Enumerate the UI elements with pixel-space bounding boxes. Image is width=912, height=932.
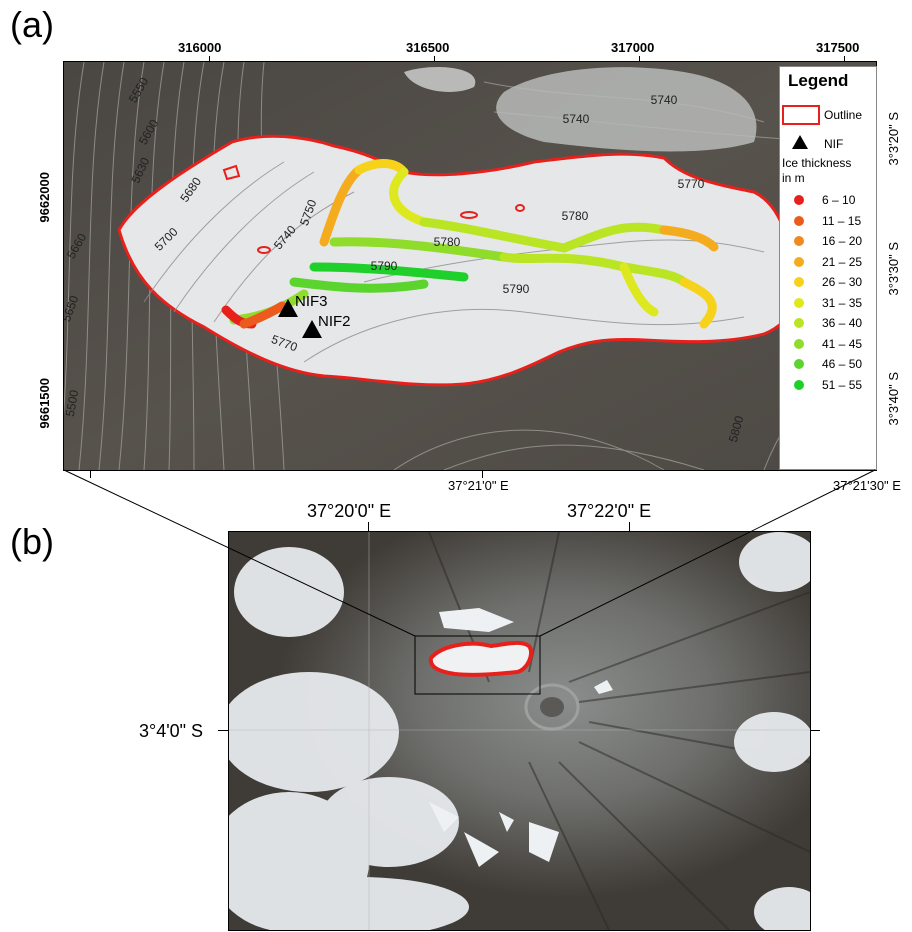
thickness-dot-icon xyxy=(794,297,804,308)
nif-markers: NIF3 NIF2 xyxy=(278,293,351,338)
thickness-dot-icon xyxy=(794,277,804,288)
tick-mark xyxy=(434,56,435,62)
tick-mark xyxy=(810,730,820,731)
longitude-tick: 37°21'30" E xyxy=(833,478,901,493)
thickness-dot-icon xyxy=(794,215,804,226)
latitude-tick: 3°4'0" S xyxy=(139,721,204,741)
panel-b-label: (b) xyxy=(10,521,54,562)
contour-label: 5780 xyxy=(434,235,461,249)
legend-title: Legend xyxy=(788,71,849,90)
contour-label: 5790 xyxy=(503,282,530,296)
contour-label: 5500 xyxy=(64,389,81,418)
thickness-dot-icon xyxy=(794,379,804,390)
thickness-class-label: 41 – 45 xyxy=(822,336,863,351)
thickness-class-label: 26 – 30 xyxy=(822,275,863,290)
thickness-class-label: 21 – 25 xyxy=(822,254,863,269)
longitude-tick: 37°20'0" E xyxy=(307,501,392,521)
nif-label: NIF xyxy=(824,137,844,151)
thickness-dot-icon xyxy=(794,195,804,206)
thickness-class-label: 51 – 55 xyxy=(822,377,863,392)
tick-mark xyxy=(844,56,845,62)
thickness-dot-icon xyxy=(794,318,804,329)
thickness-class-row: 51 – 55 xyxy=(794,375,862,396)
thickness-dot-icon xyxy=(794,338,804,349)
contour-label: 5800 xyxy=(726,414,747,444)
thickness-class-label: 31 – 35 xyxy=(822,295,863,310)
easting-tick: 316500 xyxy=(406,40,450,55)
thickness-class-label: 6 – 10 xyxy=(822,193,856,208)
thickness-class-row: 26 – 30 xyxy=(794,272,862,293)
nif3-triangle-icon xyxy=(278,299,298,317)
map-b-frame xyxy=(228,531,811,931)
contour-label: 5740 xyxy=(563,112,590,126)
contour-label: 5790 xyxy=(371,259,398,273)
nif-triangle-icon xyxy=(792,135,808,149)
northing-tick: 9662000 xyxy=(37,172,52,223)
map-a-frame xyxy=(63,61,877,471)
tick-mark xyxy=(482,470,483,478)
thickness-class-row: 6 – 10 xyxy=(794,190,862,211)
thickness-class-row: 36 – 40 xyxy=(794,313,862,334)
thickness-dot-icon xyxy=(794,359,804,370)
thickness-class-row: 21 – 25 xyxy=(794,252,862,273)
nif2-triangle-icon xyxy=(302,320,322,338)
thickness-class-list: 6 – 10 11 – 15 16 – 20 21 – 25 26 – 30 31 – 3… xyxy=(794,190,862,395)
easting-tick: 317500 xyxy=(816,40,860,55)
outline-swatch xyxy=(782,105,820,125)
thickness-class-row: 41 – 45 xyxy=(794,334,862,355)
panel-a-label: (a) xyxy=(10,4,54,45)
easting-tick: 317000 xyxy=(611,40,655,55)
thickness-class-label: 11 – 15 xyxy=(822,213,862,228)
contour-label: 5770 xyxy=(678,177,705,191)
thickness-title: Ice thickness xyxy=(782,156,852,170)
thickness-class-row: 16 – 20 xyxy=(794,231,862,252)
latitude-tick: 3°3'20" S xyxy=(886,112,901,166)
thickness-dot-icon xyxy=(794,236,804,247)
thickness-class-label: 46 – 50 xyxy=(822,357,863,372)
latitude-tick: 3°3'30" S xyxy=(886,242,901,296)
outline-label: Outline xyxy=(824,108,863,122)
thickness-class-row: 46 – 50 xyxy=(794,354,862,375)
tick-mark xyxy=(90,470,91,478)
tick-mark xyxy=(209,56,210,62)
site-label-nif2: NIF2 xyxy=(318,313,351,330)
site-label-nif3: NIF3 xyxy=(295,293,328,310)
tick-mark xyxy=(629,522,630,532)
thickness-class-row: 31 – 35 xyxy=(794,293,862,314)
longitude-tick: 37°22'0" E xyxy=(567,501,652,521)
thickness-unit: in m xyxy=(782,171,805,185)
easting-tick: 316000 xyxy=(178,40,222,55)
contour-label: 5740 xyxy=(651,93,678,107)
legend: Legend Outline NIF Ice thickness in m 6 … xyxy=(779,66,877,470)
glacier-map: 5550 5600 5630 5680 5660 5700 5740 5750 … xyxy=(64,62,876,470)
thickness-class-row: 11 – 15 xyxy=(794,211,862,232)
tick-mark xyxy=(218,730,228,731)
tick-mark xyxy=(639,56,640,62)
contour-label: 5780 xyxy=(562,209,589,223)
tick-mark xyxy=(368,522,369,532)
thickness-dot-icon xyxy=(794,256,804,267)
thickness-class-label: 16 – 20 xyxy=(822,234,863,249)
longitude-tick: 37°21'0" E xyxy=(448,478,509,493)
thickness-class-label: 36 – 40 xyxy=(822,316,863,331)
northing-tick: 9661500 xyxy=(37,378,52,429)
latitude-tick: 3°3'40" S xyxy=(886,372,901,426)
